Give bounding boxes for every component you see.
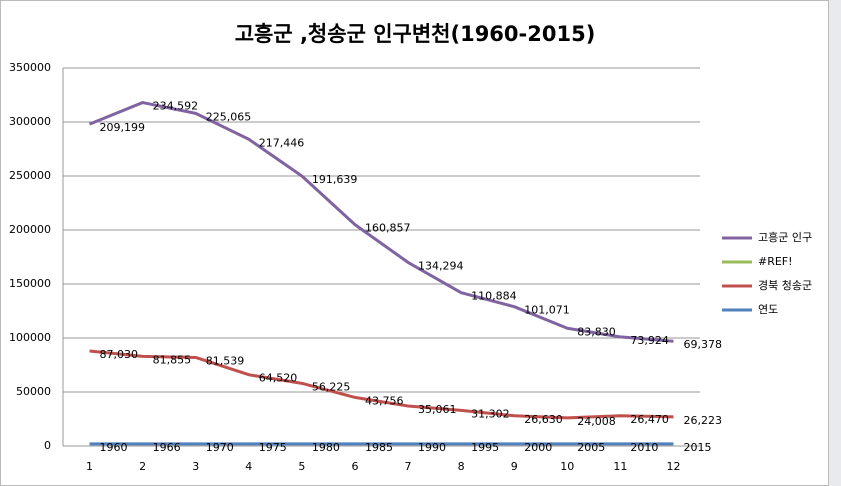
data-label: 31,302: [471, 407, 510, 420]
x-tick-label: 3: [192, 460, 199, 473]
x-tick-label: 4: [245, 460, 252, 473]
data-label: 1970: [206, 441, 234, 454]
data-label: 1960: [100, 441, 128, 454]
y-tick-label: 100000: [9, 331, 51, 344]
x-tick-label: 2: [139, 460, 146, 473]
data-label: 81,539: [206, 354, 245, 367]
data-label: 1985: [365, 441, 393, 454]
series-line: [88, 101, 674, 343]
series-line: [89, 349, 674, 420]
x-tick-label: 1: [86, 460, 93, 473]
data-label: 101,071: [524, 304, 570, 317]
data-label: 87,030: [100, 348, 138, 361]
data-label: 83,830: [577, 325, 616, 338]
data-label: 110,884: [471, 290, 517, 303]
data-label: 234,592: [153, 100, 199, 113]
data-label: 1966: [153, 441, 181, 454]
data-label: 35,061: [418, 403, 457, 416]
data-label: 43,756: [365, 394, 404, 407]
y-tick-label: 0: [44, 439, 51, 452]
x-tick-label: 5: [298, 460, 305, 473]
data-label: 26,223: [683, 414, 722, 427]
legend-label: #REF!: [758, 255, 793, 268]
y-tick-label: 300000: [9, 115, 51, 128]
y-tick-label: 50000: [16, 385, 51, 398]
x-tick-label: 6: [351, 460, 358, 473]
data-label: 26,470: [630, 413, 669, 426]
y-tick-label: 150000: [9, 277, 51, 290]
data-label: 1980: [312, 441, 340, 454]
data-label: 2000: [524, 441, 552, 454]
data-label: 2005: [577, 441, 605, 454]
x-tick-label: 12: [666, 460, 680, 473]
x-tick-label: 8: [458, 460, 465, 473]
data-label: 81,855: [153, 353, 192, 366]
y-tick-label: 250000: [9, 169, 51, 182]
data-label: 26,630: [524, 413, 563, 426]
data-label: 73,924: [630, 334, 669, 347]
data-label: 1995: [471, 441, 499, 454]
data-label: 191,639: [312, 173, 358, 186]
x-tick-label: 7: [405, 460, 412, 473]
y-tick-label: 350000: [9, 61, 51, 74]
data-label: 1975: [259, 441, 287, 454]
data-label: 225,065: [206, 110, 252, 123]
legend-label: 연도: [758, 303, 778, 316]
legend-label: 고흥군 인구: [758, 230, 812, 244]
x-tick-label: 9: [511, 460, 518, 473]
data-label: 2010: [630, 441, 658, 454]
data-label: 69,378: [683, 338, 722, 351]
y-tick-label: 200000: [9, 223, 51, 236]
data-label: 209,199: [100, 121, 145, 134]
legend-label: 경북 청송군: [758, 279, 812, 292]
data-label: 56,225: [312, 380, 351, 393]
data-label: 64,520: [259, 372, 298, 385]
scroll-strip: [829, 0, 841, 486]
x-tick-label: 10: [560, 460, 574, 473]
data-label: 2015: [683, 441, 711, 454]
data-label: 217,446: [259, 136, 305, 149]
data-label: 134,294: [418, 259, 464, 272]
data-label: 24,008: [577, 415, 616, 428]
data-label: 1990: [418, 441, 446, 454]
data-label: 160,857: [365, 222, 411, 235]
chart-title: 고흥군 ,청송군 인구변천(1960-2015): [235, 22, 596, 46]
x-tick-label: 11: [613, 460, 627, 473]
